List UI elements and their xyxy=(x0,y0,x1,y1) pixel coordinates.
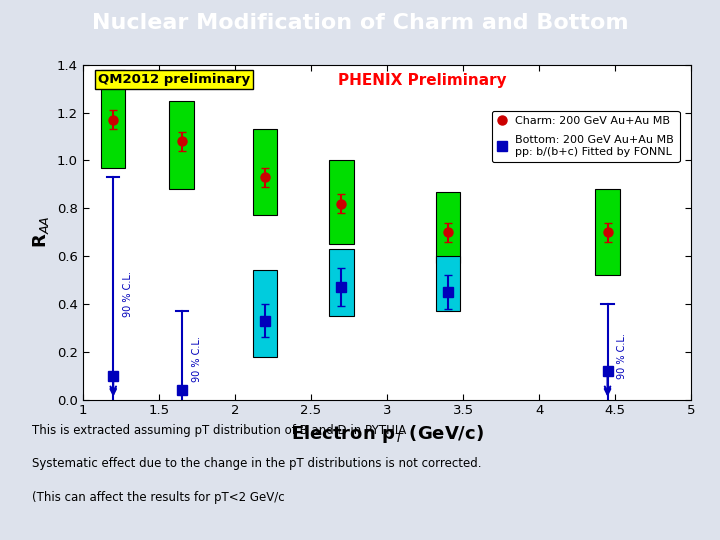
Legend: Charm: 200 GeV Au+Au MB, Bottom: 200 GeV Au+Au MB
pp: b/(b+c) Fitted by FONNL: Charm: 200 GeV Au+Au MB, Bottom: 200 GeV… xyxy=(492,111,680,162)
Text: This is extracted assuming pT distribution of B and D in PYTHIA: This is extracted assuming pT distributi… xyxy=(32,424,407,437)
Text: 90 % C.L.: 90 % C.L. xyxy=(123,272,133,318)
Bar xyxy=(436,192,460,264)
Text: Systematic effect due to the change in the pT distributions is not corrected.: Systematic effect due to the change in t… xyxy=(32,457,482,470)
Bar xyxy=(169,100,194,189)
Bar xyxy=(101,70,125,167)
Bar xyxy=(436,256,460,311)
Bar xyxy=(329,160,354,244)
Text: Nuclear Modification of Charm and Bottom: Nuclear Modification of Charm and Bottom xyxy=(91,13,629,33)
Bar xyxy=(253,271,277,356)
Y-axis label: R$_{AA}$: R$_{AA}$ xyxy=(31,216,51,248)
X-axis label: Electron p$_T$ (GeV/c): Electron p$_T$ (GeV/c) xyxy=(291,423,483,445)
Text: 90 % C.L.: 90 % C.L. xyxy=(618,334,627,380)
Text: (This can affect the results for pT<2 GeV/c: (This can affect the results for pT<2 Ge… xyxy=(32,491,285,504)
Bar xyxy=(329,249,354,316)
Bar xyxy=(595,189,620,275)
Bar xyxy=(253,130,277,215)
Text: QM2012 preliminary: QM2012 preliminary xyxy=(98,73,250,86)
Text: PHENIX Preliminary: PHENIX Preliminary xyxy=(338,73,507,88)
Text: 90 % C.L.: 90 % C.L. xyxy=(192,336,202,382)
